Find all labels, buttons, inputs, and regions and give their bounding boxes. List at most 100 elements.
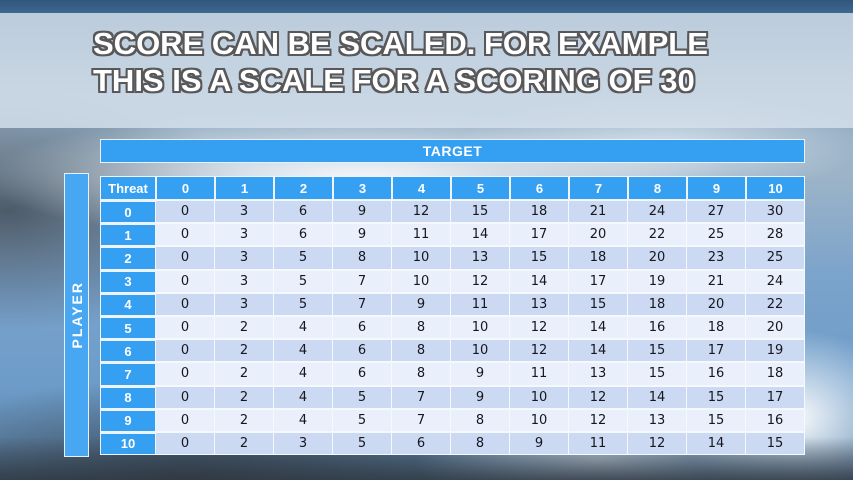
score-cell: 22 [746,292,805,316]
score-cell: 13 [451,246,510,270]
score-cell: 14 [687,431,746,456]
score-cell: 0 [156,385,215,409]
slide-title: SCORE CAN BE SCALED. FOR EXAMPLE THIS IS… [93,25,708,99]
score-cell: 5 [274,246,333,270]
score-cell: 5 [333,431,392,456]
score-cell: 6 [274,200,333,224]
row-label-cell: 9 [100,408,156,432]
score-cell: 18 [746,362,805,386]
score-cell: 18 [510,200,569,224]
row-label-cell: 7 [100,362,156,386]
score-cell: 19 [628,269,687,293]
score-cell: 9 [333,223,392,247]
row-label-cell: 10 [100,431,156,456]
score-cell: 12 [569,385,628,409]
row-label-cell: 3 [100,269,156,293]
row-label-cell: 8 [100,385,156,409]
col-header-cell: 9 [687,176,746,200]
score-cell: 12 [451,269,510,293]
score-cell: 6 [333,315,392,340]
score-cell: 5 [274,292,333,316]
col-header-cell: 0 [156,176,215,200]
score-cell: 3 [274,431,333,456]
row-label-cell: 1 [100,223,156,247]
slide-title-line1: SCORE CAN BE SCALED. FOR EXAMPLE [93,26,708,61]
score-table: Threat 0 1 2 3 4 5 6 7 8 9 10 0 0 3 6 9 12 15 18 21 24 27 30 1 0 3… [100,176,805,456]
score-cell: 2 [215,385,274,409]
score-cell: 5 [333,385,392,409]
score-cell: 3 [215,269,274,293]
score-cell: 18 [628,292,687,316]
score-cell: 2 [215,315,274,340]
score-cell: 2 [215,431,274,456]
score-cell: 9 [451,362,510,386]
score-cell: 8 [333,246,392,270]
score-cell: 4 [274,408,333,432]
score-cell: 13 [510,292,569,316]
col-header-cell: 6 [510,176,569,200]
score-cell: 10 [451,315,510,340]
score-cell: 5 [274,269,333,293]
score-cell: 10 [392,246,451,270]
row-label-cell: 0 [100,200,156,224]
score-cell: 14 [628,385,687,409]
score-cell: 14 [451,223,510,247]
score-cell: 0 [156,362,215,386]
score-cell: 15 [687,385,746,409]
score-cell: 14 [569,339,628,363]
score-cell: 16 [628,315,687,340]
score-cell: 0 [156,431,215,456]
col-header-cell: 8 [628,176,687,200]
score-cell: 11 [510,362,569,386]
score-cell: 6 [392,431,451,456]
score-cell: 15 [451,200,510,224]
score-cell: 25 [687,223,746,247]
score-cell: 8 [451,431,510,456]
score-cell: 17 [746,385,805,409]
score-cell: 15 [569,292,628,316]
score-cell: 13 [569,362,628,386]
col-header-cell: 4 [392,176,451,200]
score-cell: 8 [451,408,510,432]
score-cell: 11 [569,431,628,456]
score-cell: 14 [510,269,569,293]
score-cell: 10 [392,269,451,293]
player-header-label: PLAYER [68,281,85,349]
score-cell: 0 [156,246,215,270]
col-header-cell: 5 [451,176,510,200]
score-cell: 10 [510,408,569,432]
score-cell: 3 [215,200,274,224]
score-cell: 24 [628,200,687,224]
score-cell: 6 [274,223,333,247]
score-cell: 9 [333,200,392,224]
player-header-bar: PLAYER [64,173,89,457]
score-cell: 11 [451,292,510,316]
score-cell: 9 [451,385,510,409]
score-cell: 15 [628,339,687,363]
col-header-cell: 7 [569,176,628,200]
score-cell: 3 [215,246,274,270]
score-cell: 7 [333,292,392,316]
score-cell: 7 [333,269,392,293]
score-cell: 17 [569,269,628,293]
score-cell: 19 [746,339,805,363]
score-cell: 28 [746,223,805,247]
score-cell: 15 [628,362,687,386]
score-cell: 24 [746,269,805,293]
score-cell: 12 [569,408,628,432]
score-cell: 21 [687,269,746,293]
score-cell: 18 [687,315,746,340]
score-cell: 0 [156,339,215,363]
score-cell: 13 [628,408,687,432]
score-cell: 17 [687,339,746,363]
score-cell: 0 [156,200,215,224]
score-cell: 0 [156,269,215,293]
score-cell: 2 [215,339,274,363]
score-cell: 20 [687,292,746,316]
score-cell: 7 [392,408,451,432]
score-cell: 3 [215,223,274,247]
score-cell: 8 [392,339,451,363]
col-header-cell: 2 [274,176,333,200]
score-cell: 4 [274,362,333,386]
score-cell: 27 [687,200,746,224]
